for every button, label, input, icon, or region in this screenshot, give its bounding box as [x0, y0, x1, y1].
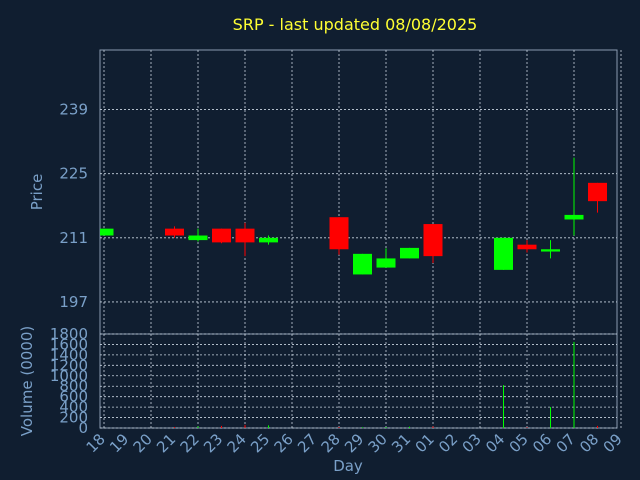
- volume-axis-label: Volume (0000): [18, 326, 36, 436]
- candle-body: [564, 214, 584, 220]
- price-panel: 197 211 225 239 Price: [28, 49, 622, 335]
- x-tick-label: 29: [341, 430, 367, 456]
- x-tick-label: 31: [388, 430, 414, 456]
- volume-tick-label: 1600: [50, 335, 88, 353]
- volume-bars: [174, 341, 598, 428]
- candle-body: [212, 228, 231, 243]
- x-tick-label: 05: [506, 430, 532, 456]
- candle-body: [400, 247, 419, 259]
- price-tick-label: 197: [59, 293, 88, 311]
- x-axis-label: Day: [333, 457, 363, 475]
- x-tick-label: 01: [412, 430, 438, 456]
- x-tick-label: 30: [365, 430, 391, 456]
- x-tick-label: 07: [553, 430, 579, 456]
- volume-tick-label: 200: [59, 409, 88, 427]
- candle-body: [376, 258, 396, 268]
- x-tick-label: 08: [576, 430, 602, 456]
- x-tick-label: 25: [247, 430, 273, 456]
- price-y-ticks: 197 211 225 239: [59, 101, 88, 311]
- x-tick-label: 02: [435, 430, 461, 456]
- x-tick-label: 19: [106, 430, 132, 456]
- price-panel-frame: [99, 49, 618, 335]
- x-tick-label: 23: [200, 430, 226, 456]
- x-tick-label: 28: [318, 430, 344, 456]
- price-tick-label: 239: [59, 101, 88, 119]
- x-tick-label: 04: [482, 430, 508, 456]
- candles: [100, 157, 607, 275]
- candle-body: [494, 237, 513, 270]
- x-tick-label: 21: [153, 430, 179, 456]
- candle-body: [165, 228, 184, 236]
- volume-tick-label: 800: [59, 377, 88, 395]
- x-tick-label: 26: [271, 430, 297, 456]
- x-tick-label: 06: [529, 430, 555, 456]
- candle-body: [517, 244, 537, 250]
- chart-title: SRP - last updated 08/08/2025: [233, 15, 478, 34]
- candle-body: [329, 217, 349, 250]
- volume-panel-frame: [99, 333, 618, 429]
- candle-body: [541, 249, 560, 252]
- candle-body: [259, 237, 278, 243]
- x-tick-label: 27: [294, 430, 320, 456]
- candle-body: [353, 253, 372, 275]
- x-tick-label: 20: [130, 430, 156, 456]
- volume-tick-label: 1000: [50, 367, 88, 385]
- volume-tick-label: 1200: [50, 356, 88, 374]
- x-tick-label: 22: [177, 430, 203, 456]
- price-axis-label: Price: [28, 174, 46, 211]
- candle-body: [100, 228, 114, 236]
- candle-body: [588, 182, 607, 202]
- volume-tick-label: 1400: [50, 346, 88, 364]
- x-tick-label: 09: [600, 430, 626, 456]
- price-grid: [100, 50, 622, 334]
- x-axis-ticks: 1819202122232425262728293031010203040506…: [83, 430, 626, 456]
- volume-tick-label: 400: [59, 398, 88, 416]
- volume-tick-label: 1800: [50, 325, 88, 343]
- volume-tick-label: 600: [59, 388, 88, 406]
- x-tick-label: 03: [459, 430, 485, 456]
- candle-body: [423, 224, 443, 257]
- candle-body: [188, 235, 208, 241]
- volume-tick-label: 0: [78, 419, 88, 437]
- x-tick-label: 24: [224, 430, 250, 456]
- candle-body: [235, 228, 255, 243]
- volume-grid: [100, 333, 622, 429]
- price-tick-label: 225: [59, 165, 88, 183]
- price-tick-label: 211: [59, 229, 88, 247]
